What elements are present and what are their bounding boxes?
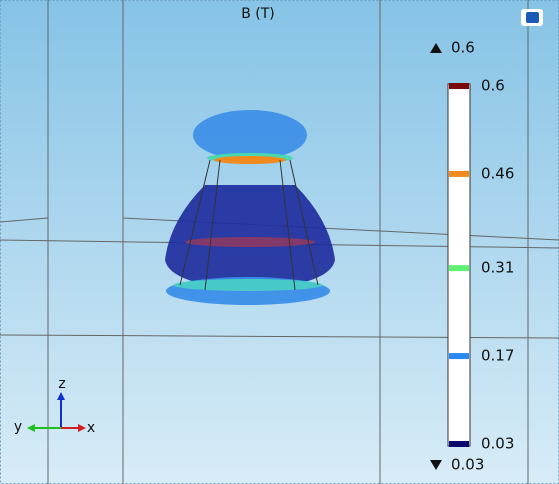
- colorbar-tick-label: 0.03: [481, 435, 514, 453]
- colorbar-tick-label: 0.6: [481, 77, 505, 95]
- axis-label-y: y: [14, 419, 22, 435]
- colorbar-gradient: [449, 86, 469, 444]
- axis-triad: z y x: [14, 376, 95, 436]
- max-arrow: [430, 43, 442, 53]
- plot-title: B (T): [241, 6, 275, 22]
- magnet-geometry: [165, 110, 335, 305]
- colorbar-tick: [449, 353, 469, 360]
- colorbar-tick-label: 0.31: [481, 259, 514, 277]
- colorbar-tick-label: 0.46: [481, 164, 514, 182]
- axis-label-x: x: [87, 420, 95, 436]
- colorbar-tick: [449, 441, 469, 447]
- view-icon[interactable]: [521, 9, 543, 26]
- max-label: 0.6: [451, 39, 475, 57]
- min-arrow: [430, 460, 442, 470]
- colorbar-tick: [449, 265, 469, 272]
- min-label: 0.03: [451, 456, 484, 474]
- axis-label-z: z: [58, 376, 65, 392]
- colorbar-tick: [449, 83, 469, 89]
- colorbar-tick-label: 0.17: [481, 347, 514, 365]
- colorbar-tick: [449, 170, 469, 177]
